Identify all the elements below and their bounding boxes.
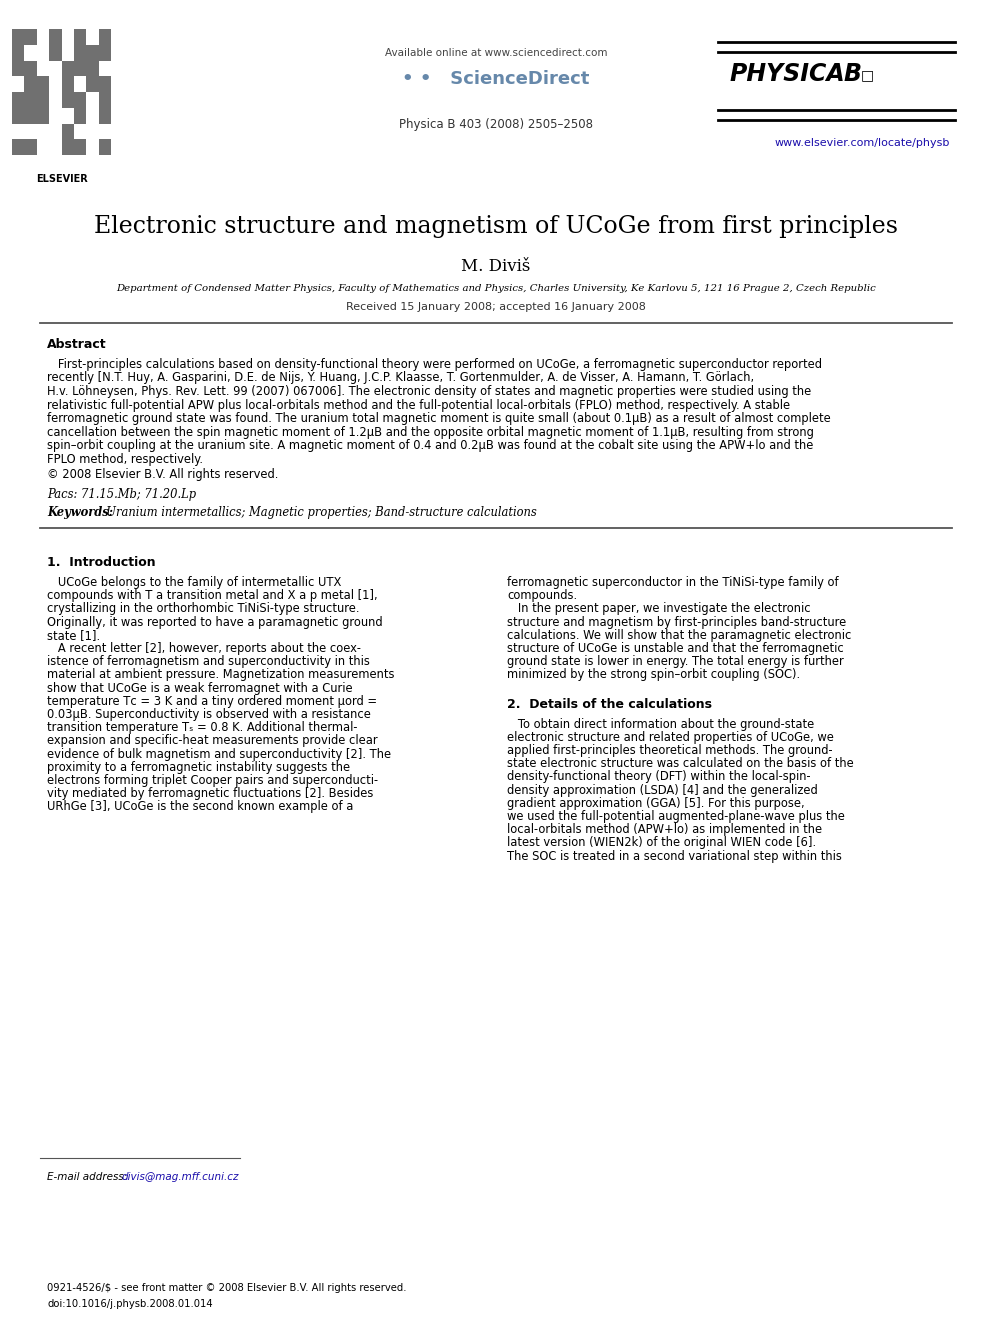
Bar <box>86 139 99 155</box>
Text: Uranium intermetallics; Magnetic properties; Band-structure calculations: Uranium intermetallics; Magnetic propert… <box>99 505 537 519</box>
Text: 1.  Introduction: 1. Introduction <box>47 556 156 569</box>
Text: □: □ <box>861 67 874 82</box>
Bar <box>73 29 86 45</box>
Text: state electronic structure was calculated on the basis of the: state electronic structure was calculate… <box>507 757 854 770</box>
Text: www.elsevier.com/locate/physb: www.elsevier.com/locate/physb <box>775 138 950 148</box>
Text: vity mediated by ferromagnetic fluctuations [2]. Besides: vity mediated by ferromagnetic fluctuati… <box>47 787 373 800</box>
Text: ferromagnetic superconductor in the TiNiSi-type family of: ferromagnetic superconductor in the TiNi… <box>507 576 838 589</box>
Text: Keywords:: Keywords: <box>47 505 113 519</box>
Text: URhGe [3], UCoGe is the second known example of a: URhGe [3], UCoGe is the second known exa… <box>47 800 353 814</box>
Text: relativistic full-potential APW plus local-orbitals method and the full-potentia: relativistic full-potential APW plus loc… <box>47 398 790 411</box>
Bar <box>37 93 49 108</box>
Text: transition temperature Tₛ = 0.8 K. Additional thermal-: transition temperature Tₛ = 0.8 K. Addit… <box>47 721 357 734</box>
Text: Available online at www.sciencedirect.com: Available online at www.sciencedirect.co… <box>385 48 607 58</box>
Text: istence of ferromagnetism and superconductivity in this: istence of ferromagnetism and supercondu… <box>47 655 370 668</box>
Text: local-orbitals method (APW+lo) as implemented in the: local-orbitals method (APW+lo) as implem… <box>507 823 822 836</box>
Text: density-functional theory (DFT) within the local-spin-: density-functional theory (DFT) within t… <box>507 770 810 783</box>
Text: FPLO method, respectively.: FPLO method, respectively. <box>47 452 203 466</box>
Bar <box>73 108 86 123</box>
Text: electrons forming triplet Cooper pairs and superconducti-: electrons forming triplet Cooper pairs a… <box>47 774 378 787</box>
Text: minimized by the strong spin–orbit coupling (SOC).: minimized by the strong spin–orbit coupl… <box>507 668 801 681</box>
Bar <box>73 139 86 155</box>
Text: we used the full-potential augmented-plane-wave plus the: we used the full-potential augmented-pla… <box>507 810 845 823</box>
Text: Physica B 403 (2008) 2505–2508: Physica B 403 (2008) 2505–2508 <box>399 118 593 131</box>
Text: A recent letter [2], however, reports about the coex-: A recent letter [2], however, reports ab… <box>47 642 361 655</box>
Bar <box>73 45 86 61</box>
Text: The SOC is treated in a second variational step within this: The SOC is treated in a second variation… <box>507 849 842 863</box>
Text: Originally, it was reported to have a paramagnetic ground: Originally, it was reported to have a pa… <box>47 615 383 628</box>
Bar <box>37 123 49 139</box>
Text: gradient approximation (GGA) [5]. For this purpose,: gradient approximation (GGA) [5]. For th… <box>507 796 805 810</box>
Text: Electronic structure and magnetism of UCoGe from first principles: Electronic structure and magnetism of UC… <box>94 216 898 238</box>
Text: 2.  Details of the calculations: 2. Details of the calculations <box>507 697 712 710</box>
Text: state [1].: state [1]. <box>47 628 100 642</box>
Text: crystallizing in the orthorhombic TiNiSi-type structure.: crystallizing in the orthorhombic TiNiSi… <box>47 602 359 615</box>
Text: structure of UCoGe is unstable and that the ferromagnetic: structure of UCoGe is unstable and that … <box>507 642 844 655</box>
Bar <box>98 108 111 123</box>
Bar <box>12 139 24 155</box>
Bar <box>49 123 62 139</box>
Bar <box>62 45 74 61</box>
Bar <box>24 108 37 123</box>
Bar <box>86 93 99 108</box>
Text: electronic structure and related properties of UCoGe, we: electronic structure and related propert… <box>507 730 834 744</box>
Text: applied first-principles theoretical methods. The ground-: applied first-principles theoretical met… <box>507 744 832 757</box>
Text: latest version (WIEN2k) of the original WIEN code [6].: latest version (WIEN2k) of the original … <box>507 836 816 849</box>
Text: structure and magnetism by first-principles band-structure: structure and magnetism by first-princip… <box>507 615 846 628</box>
Text: show that UCoGe is a weak ferromagnet with a Curie: show that UCoGe is a weak ferromagnet wi… <box>47 681 352 695</box>
Text: In the present paper, we investigate the electronic: In the present paper, we investigate the… <box>507 602 810 615</box>
Text: ELSEVIER: ELSEVIER <box>36 173 87 184</box>
Text: proximity to a ferromagnetic instability suggests the: proximity to a ferromagnetic instability… <box>47 761 350 774</box>
Text: doi:10.1016/j.physb.2008.01.014: doi:10.1016/j.physb.2008.01.014 <box>47 1299 212 1308</box>
Text: ground state is lower in energy. The total energy is further: ground state is lower in energy. The tot… <box>507 655 844 668</box>
Bar <box>98 123 111 139</box>
Bar <box>98 29 111 45</box>
Bar <box>62 123 74 139</box>
Text: E-mail address:: E-mail address: <box>47 1172 127 1181</box>
Text: First-principles calculations based on density-functional theory were performed : First-principles calculations based on d… <box>47 359 822 370</box>
Bar <box>12 108 24 123</box>
Text: compounds.: compounds. <box>507 589 577 602</box>
Text: material at ambient pressure. Magnetization measurements: material at ambient pressure. Magnetizat… <box>47 668 395 681</box>
Text: spin–orbit coupling at the uranium site. A magnetic moment of 0.4 and 0.2μB was : spin–orbit coupling at the uranium site.… <box>47 439 813 452</box>
Bar <box>98 77 111 93</box>
Bar <box>98 93 111 108</box>
Bar <box>49 29 62 45</box>
Bar <box>12 29 24 45</box>
Text: UCoGe belongs to the family of intermetallic UTX: UCoGe belongs to the family of intermeta… <box>47 576 341 589</box>
Bar <box>62 93 74 108</box>
Text: Received 15 January 2008; accepted 16 January 2008: Received 15 January 2008; accepted 16 Ja… <box>346 302 646 312</box>
Text: Pacs: 71.15.Mb; 71.20.Lp: Pacs: 71.15.Mb; 71.20.Lp <box>47 488 196 501</box>
Text: calculations. We will show that the paramagnetic electronic: calculations. We will show that the para… <box>507 628 851 642</box>
Text: cancellation between the spin magnetic moment of 1.2μB and the opposite orbital : cancellation between the spin magnetic m… <box>47 426 813 438</box>
Text: To obtain direct information about the ground-state: To obtain direct information about the g… <box>507 717 814 730</box>
Text: B: B <box>844 62 862 86</box>
Bar <box>24 29 37 45</box>
Text: • •   ScienceDirect: • • ScienceDirect <box>403 70 589 89</box>
Text: Abstract: Abstract <box>47 337 106 351</box>
Text: © 2008 Elsevier B.V. All rights reserved.: © 2008 Elsevier B.V. All rights reserved… <box>47 468 279 482</box>
Text: density approximation (LSDA) [4] and the generalized: density approximation (LSDA) [4] and the… <box>507 783 817 796</box>
Bar <box>12 77 24 93</box>
Text: M. Diviš: M. Diviš <box>461 258 531 275</box>
Bar <box>98 45 111 61</box>
Text: ferromagnetic ground state was found. The uranium total magnetic moment is quite: ferromagnetic ground state was found. Th… <box>47 411 830 425</box>
Text: Department of Condensed Matter Physics, Faculty of Mathematics and Physics, Char: Department of Condensed Matter Physics, … <box>116 284 876 292</box>
Bar <box>24 139 37 155</box>
Bar <box>62 108 74 123</box>
Text: PHYSICA: PHYSICA <box>730 62 845 86</box>
Text: recently [N.T. Huy, A. Gasparini, D.E. de Nijs, Y. Huang, J.C.P. Klaasse, T. Gor: recently [N.T. Huy, A. Gasparini, D.E. d… <box>47 372 754 385</box>
Text: 0921-4526/$ - see front matter © 2008 Elsevier B.V. All rights reserved.: 0921-4526/$ - see front matter © 2008 El… <box>47 1283 407 1293</box>
Bar <box>49 93 62 108</box>
Text: compounds with T a transition metal and X a p metal [1],: compounds with T a transition metal and … <box>47 589 378 602</box>
Text: divis@mag.mff.cuni.cz: divis@mag.mff.cuni.cz <box>122 1172 239 1181</box>
Text: evidence of bulk magnetism and superconductivity [2]. The: evidence of bulk magnetism and supercond… <box>47 747 391 761</box>
Text: expansion and specific-heat measurements provide clear: expansion and specific-heat measurements… <box>47 734 378 747</box>
Bar <box>49 77 62 93</box>
Text: 0.03μB. Superconductivity is observed with a resistance: 0.03μB. Superconductivity is observed wi… <box>47 708 371 721</box>
Text: H.v. Löhneysen, Phys. Rev. Lett. 99 (2007) 067006]. The electronic density of st: H.v. Löhneysen, Phys. Rev. Lett. 99 (200… <box>47 385 811 398</box>
Text: temperature Tᴄ = 3 K and a tiny ordered moment μord =: temperature Tᴄ = 3 K and a tiny ordered … <box>47 695 377 708</box>
